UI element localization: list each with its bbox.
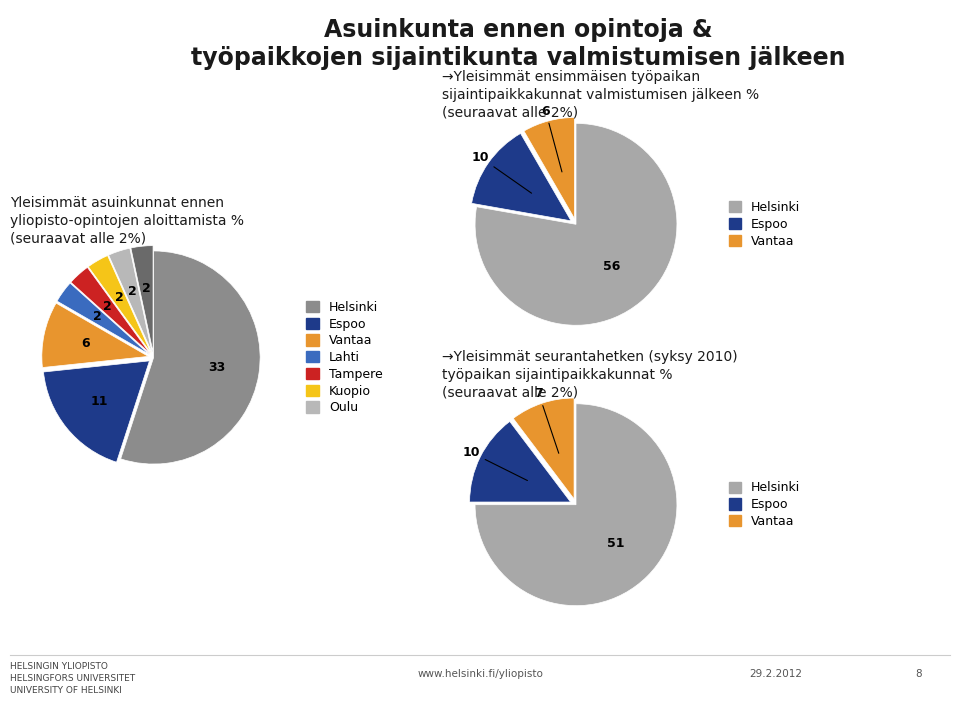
Wedge shape — [108, 248, 152, 353]
Text: 2: 2 — [128, 285, 136, 298]
Wedge shape — [88, 256, 151, 353]
Text: 2: 2 — [114, 291, 123, 304]
Text: 10: 10 — [471, 151, 532, 193]
Text: (seuraavat alle 2%): (seuraavat alle 2%) — [10, 231, 146, 245]
Text: 2: 2 — [142, 282, 151, 295]
Text: 56: 56 — [603, 260, 620, 273]
Wedge shape — [475, 404, 677, 606]
Text: 2: 2 — [103, 299, 111, 313]
Text: HELSINGIN YLIOPISTO
HELSINGFORS UNIVERSITET
UNIVERSITY OF HELSINKI: HELSINGIN YLIOPISTO HELSINGFORS UNIVERSI… — [10, 662, 134, 695]
Wedge shape — [524, 118, 574, 219]
Text: 6: 6 — [82, 336, 90, 350]
Text: 29.2.2012: 29.2.2012 — [749, 669, 802, 679]
Text: Asuinkunta ennen opintoja &: Asuinkunta ennen opintoja & — [324, 18, 712, 41]
Text: →Yleisimmät seurantahetken (syksy 2010): →Yleisimmät seurantahetken (syksy 2010) — [442, 350, 737, 365]
Text: 2: 2 — [93, 311, 102, 323]
Text: 11: 11 — [91, 395, 108, 407]
Text: (seuraavat alle 2%): (seuraavat alle 2%) — [442, 105, 578, 119]
Text: →Yleisimmät ensimmäisen työpaikan: →Yleisimmät ensimmäisen työpaikan — [442, 70, 700, 84]
Wedge shape — [71, 267, 150, 353]
Text: 33: 33 — [208, 361, 226, 374]
Wedge shape — [121, 251, 260, 464]
Wedge shape — [57, 283, 150, 355]
Wedge shape — [42, 303, 149, 367]
Wedge shape — [514, 398, 574, 499]
Text: sijaintipaikkakunnat valmistumisen jälkeen %: sijaintipaikkakunnat valmistumisen jälke… — [442, 88, 758, 102]
Text: 6: 6 — [541, 104, 562, 172]
Wedge shape — [475, 123, 677, 325]
Text: 7: 7 — [535, 387, 559, 454]
Text: Yleisimmät asuinkunnat ennen: Yleisimmät asuinkunnat ennen — [10, 196, 224, 210]
Wedge shape — [131, 245, 153, 352]
Text: www.helsinki.fi/yliopisto: www.helsinki.fi/yliopisto — [417, 669, 543, 679]
Wedge shape — [43, 361, 150, 462]
Text: työpaikkojen sijaintikunta valmistumisen jälkeen: työpaikkojen sijaintikunta valmistumisen… — [191, 46, 846, 69]
Legend: Helsinki, Espoo, Vantaa, Lahti, Tampere, Kuopio, Oulu: Helsinki, Espoo, Vantaa, Lahti, Tampere,… — [306, 301, 383, 414]
Text: 8: 8 — [915, 669, 922, 679]
Legend: Helsinki, Espoo, Vantaa: Helsinki, Espoo, Vantaa — [729, 201, 801, 247]
Text: 51: 51 — [607, 538, 624, 550]
Text: (seuraavat alle 2%): (seuraavat alle 2%) — [442, 386, 578, 400]
Text: työpaikan sijaintipaikkakunnat %: työpaikan sijaintipaikkakunnat % — [442, 368, 672, 382]
Wedge shape — [471, 133, 571, 221]
Text: 10: 10 — [463, 446, 527, 480]
Legend: Helsinki, Espoo, Vantaa: Helsinki, Espoo, Vantaa — [729, 482, 801, 528]
Wedge shape — [469, 421, 570, 502]
Text: yliopisto-opintojen aloittamista %: yliopisto-opintojen aloittamista % — [10, 214, 244, 228]
